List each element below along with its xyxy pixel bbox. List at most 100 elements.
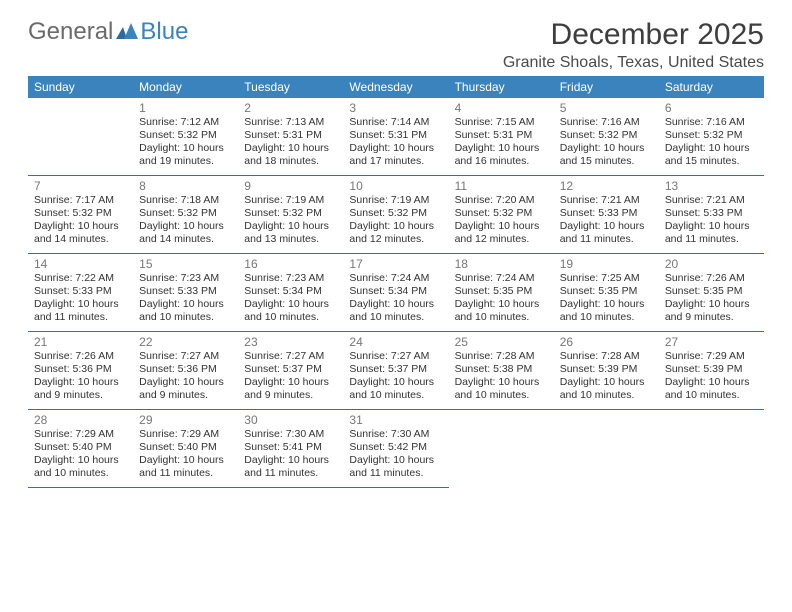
sunrise-line: Sunrise: 7:29 AM [139, 428, 232, 441]
logo-icon [116, 23, 138, 41]
empty-cell [659, 410, 764, 488]
sunrise-line: Sunrise: 7:12 AM [139, 116, 232, 129]
day-cell-6: 6Sunrise: 7:16 AMSunset: 5:32 PMDaylight… [659, 98, 764, 176]
day-cell-16: 16Sunrise: 7:23 AMSunset: 5:34 PMDayligh… [238, 254, 343, 332]
day-number: 31 [349, 413, 442, 427]
day-number: 11 [455, 179, 548, 193]
sunset-line: Sunset: 5:33 PM [560, 207, 653, 220]
sunrise-line: Sunrise: 7:27 AM [244, 350, 337, 363]
daylight-line: Daylight: 10 hours and 14 minutes. [34, 220, 127, 246]
daylight-line: Daylight: 10 hours and 9 minutes. [244, 376, 337, 402]
sunset-line: Sunset: 5:31 PM [244, 129, 337, 142]
sunrise-line: Sunrise: 7:24 AM [349, 272, 442, 285]
sunset-line: Sunset: 5:34 PM [349, 285, 442, 298]
sunrise-line: Sunrise: 7:26 AM [665, 272, 758, 285]
logo-text-2: Blue [140, 18, 188, 46]
daylight-line: Daylight: 10 hours and 11 minutes. [349, 454, 442, 480]
daylight-line: Daylight: 10 hours and 11 minutes. [560, 220, 653, 246]
day-cell-1: 1Sunrise: 7:12 AMSunset: 5:32 PMDaylight… [133, 98, 238, 176]
day-number: 2 [244, 101, 337, 115]
day-cell-27: 27Sunrise: 7:29 AMSunset: 5:39 PMDayligh… [659, 332, 764, 410]
sunset-line: Sunset: 5:33 PM [139, 285, 232, 298]
sunrise-line: Sunrise: 7:29 AM [665, 350, 758, 363]
sunset-line: Sunset: 5:32 PM [139, 207, 232, 220]
sunrise-line: Sunrise: 7:23 AM [244, 272, 337, 285]
day-cell-28: 28Sunrise: 7:29 AMSunset: 5:40 PMDayligh… [28, 410, 133, 488]
day-cell-29: 29Sunrise: 7:29 AMSunset: 5:40 PMDayligh… [133, 410, 238, 488]
sunset-line: Sunset: 5:35 PM [665, 285, 758, 298]
sunset-line: Sunset: 5:31 PM [349, 129, 442, 142]
sunrise-line: Sunrise: 7:28 AM [560, 350, 653, 363]
day-number: 26 [560, 335, 653, 349]
sunset-line: Sunset: 5:32 PM [560, 129, 653, 142]
sunset-line: Sunset: 5:35 PM [455, 285, 548, 298]
sunrise-line: Sunrise: 7:16 AM [560, 116, 653, 129]
day-cell-9: 9Sunrise: 7:19 AMSunset: 5:32 PMDaylight… [238, 176, 343, 254]
day-cell-13: 13Sunrise: 7:21 AMSunset: 5:33 PMDayligh… [659, 176, 764, 254]
day-cell-22: 22Sunrise: 7:27 AMSunset: 5:36 PMDayligh… [133, 332, 238, 410]
day-cell-21: 21Sunrise: 7:26 AMSunset: 5:36 PMDayligh… [28, 332, 133, 410]
sunrise-line: Sunrise: 7:14 AM [349, 116, 442, 129]
day-number: 10 [349, 179, 442, 193]
sunset-line: Sunset: 5:38 PM [455, 363, 548, 376]
day-number: 13 [665, 179, 758, 193]
day-number: 25 [455, 335, 548, 349]
calendar-grid: 1Sunrise: 7:12 AMSunset: 5:32 PMDaylight… [28, 98, 764, 488]
day-cell-7: 7Sunrise: 7:17 AMSunset: 5:32 PMDaylight… [28, 176, 133, 254]
daylight-line: Daylight: 10 hours and 16 minutes. [455, 142, 548, 168]
sunrise-line: Sunrise: 7:30 AM [244, 428, 337, 441]
daylight-line: Daylight: 10 hours and 10 minutes. [349, 376, 442, 402]
daylight-line: Daylight: 10 hours and 9 minutes. [139, 376, 232, 402]
day-number: 17 [349, 257, 442, 271]
weekday-wednesday: Wednesday [343, 76, 448, 98]
daylight-line: Daylight: 10 hours and 10 minutes. [560, 376, 653, 402]
daylight-line: Daylight: 10 hours and 11 minutes. [244, 454, 337, 480]
sunset-line: Sunset: 5:32 PM [244, 207, 337, 220]
sunrise-line: Sunrise: 7:25 AM [560, 272, 653, 285]
day-number: 30 [244, 413, 337, 427]
sunrise-line: Sunrise: 7:18 AM [139, 194, 232, 207]
daylight-line: Daylight: 10 hours and 13 minutes. [244, 220, 337, 246]
sunrise-line: Sunrise: 7:16 AM [665, 116, 758, 129]
day-cell-14: 14Sunrise: 7:22 AMSunset: 5:33 PMDayligh… [28, 254, 133, 332]
weekday-header: SundayMondayTuesdayWednesdayThursdayFrid… [28, 76, 764, 98]
day-number: 21 [34, 335, 127, 349]
logo-text-1: General [28, 18, 113, 46]
sunset-line: Sunset: 5:37 PM [244, 363, 337, 376]
day-cell-11: 11Sunrise: 7:20 AMSunset: 5:32 PMDayligh… [449, 176, 554, 254]
day-number: 5 [560, 101, 653, 115]
sunrise-line: Sunrise: 7:30 AM [349, 428, 442, 441]
day-number: 8 [139, 179, 232, 193]
sunrise-line: Sunrise: 7:15 AM [455, 116, 548, 129]
sunset-line: Sunset: 5:40 PM [139, 441, 232, 454]
day-cell-18: 18Sunrise: 7:24 AMSunset: 5:35 PMDayligh… [449, 254, 554, 332]
daylight-line: Daylight: 10 hours and 9 minutes. [665, 298, 758, 324]
day-cell-2: 2Sunrise: 7:13 AMSunset: 5:31 PMDaylight… [238, 98, 343, 176]
day-number: 7 [34, 179, 127, 193]
sunrise-line: Sunrise: 7:27 AM [139, 350, 232, 363]
day-number: 14 [34, 257, 127, 271]
day-cell-4: 4Sunrise: 7:15 AMSunset: 5:31 PMDaylight… [449, 98, 554, 176]
daylight-line: Daylight: 10 hours and 11 minutes. [139, 454, 232, 480]
daylight-line: Daylight: 10 hours and 12 minutes. [349, 220, 442, 246]
day-cell-30: 30Sunrise: 7:30 AMSunset: 5:41 PMDayligh… [238, 410, 343, 488]
empty-cell [449, 410, 554, 488]
sunrise-line: Sunrise: 7:27 AM [349, 350, 442, 363]
day-cell-25: 25Sunrise: 7:28 AMSunset: 5:38 PMDayligh… [449, 332, 554, 410]
sunset-line: Sunset: 5:35 PM [560, 285, 653, 298]
sunrise-line: Sunrise: 7:20 AM [455, 194, 548, 207]
sunrise-line: Sunrise: 7:21 AM [665, 194, 758, 207]
day-number: 19 [560, 257, 653, 271]
day-cell-20: 20Sunrise: 7:26 AMSunset: 5:35 PMDayligh… [659, 254, 764, 332]
day-cell-15: 15Sunrise: 7:23 AMSunset: 5:33 PMDayligh… [133, 254, 238, 332]
day-number: 15 [139, 257, 232, 271]
daylight-line: Daylight: 10 hours and 19 minutes. [139, 142, 232, 168]
daylight-line: Daylight: 10 hours and 10 minutes. [349, 298, 442, 324]
sunset-line: Sunset: 5:32 PM [455, 207, 548, 220]
logo: General Blue [28, 18, 188, 46]
day-cell-12: 12Sunrise: 7:21 AMSunset: 5:33 PMDayligh… [554, 176, 659, 254]
sunset-line: Sunset: 5:41 PM [244, 441, 337, 454]
daylight-line: Daylight: 10 hours and 9 minutes. [34, 376, 127, 402]
weekday-monday: Monday [133, 76, 238, 98]
day-number: 28 [34, 413, 127, 427]
